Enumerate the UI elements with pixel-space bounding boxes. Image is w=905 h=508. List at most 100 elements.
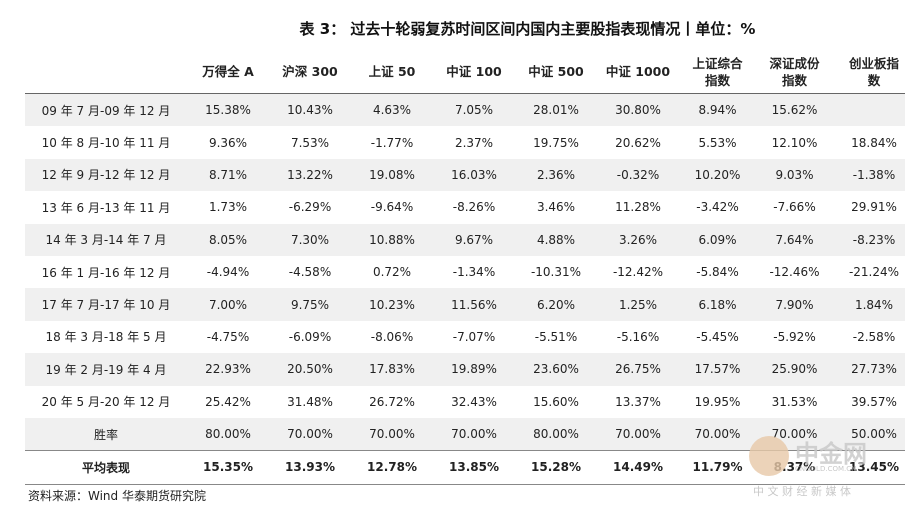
cell: 7.00% — [187, 288, 269, 321]
cell: 70.00% — [269, 417, 351, 451]
cell: 13.22% — [269, 158, 351, 192]
cell: 25.90% — [756, 353, 833, 386]
cell: 8.71% — [187, 158, 269, 192]
cell: 6.20% — [515, 288, 597, 321]
cell: 29.91% — [851, 200, 897, 215]
table-row: 10 年 8 月-10 年 11 月 9.36% 7.53% -1.77% 2.37% 1… — [25, 126, 905, 158]
cell: 15.60% — [533, 394, 579, 409]
cell: 6.18% — [679, 288, 756, 321]
cell: 4.88% — [515, 223, 597, 256]
cell: 19.08% — [351, 158, 433, 192]
cell: 12.78% — [351, 450, 433, 485]
cell: 13.85% — [433, 450, 515, 485]
cell: 13.93% — [269, 450, 351, 485]
cell: -5.45% — [696, 329, 739, 344]
cell: -5.92% — [773, 329, 816, 344]
cell: -8.23% — [833, 223, 905, 256]
cell: 1.84% — [833, 288, 905, 321]
cell: -2.58% — [852, 329, 896, 344]
cell: 11.28% — [615, 200, 661, 215]
table-row: 胜率 80.00% 70.00% 70.00% 70.00% 80.00% 70.00% 70… — [25, 417, 905, 451]
table-row: 19 年 2 月-19 年 4 月 22.93% 20.50% 17.83% 19.89… — [25, 353, 905, 386]
cell: -7.07% — [452, 329, 496, 344]
cell — [833, 93, 905, 127]
cell: 20.62% — [615, 135, 661, 150]
table-row: 12 年 9 月-12 年 12 月 8.71% 13.22% 19.08% 16.03… — [25, 158, 905, 192]
cell: 70.00% — [597, 417, 679, 451]
cell: 9.75% — [269, 288, 351, 321]
cell: -1.38% — [833, 158, 905, 192]
cell: 11.56% — [433, 288, 515, 321]
table-row: 17 年 7 月-17 年 10 月 7.00% 9.75% 10.23% 11.56%… — [25, 288, 905, 321]
column-header: 中证 500 — [515, 50, 597, 94]
cell: 70.00% — [433, 417, 515, 451]
watermark-logo — [749, 436, 789, 476]
cell: 0.72% — [372, 265, 412, 280]
cell: 1.73% — [208, 200, 248, 215]
cell: 25.42% — [205, 394, 251, 409]
column-header: 上证综合 指数 — [679, 50, 756, 94]
row-label: 12 年 9 月-12 年 12 月 — [25, 158, 187, 192]
cell: -12.42% — [612, 265, 664, 280]
watermark: 中金网 CNGOLD.COM.CN 中 文 财 经 新 媒 体 — [745, 432, 895, 502]
cell: 20.50% — [269, 353, 351, 386]
cell: -12.46% — [769, 265, 820, 280]
cell: 14.49% — [597, 450, 679, 485]
cell: 7.64% — [756, 223, 833, 256]
cell: 12.10% — [771, 135, 818, 150]
cell: 10.88% — [351, 223, 433, 256]
cell: -3.42% — [696, 200, 739, 215]
cell: -8.06% — [370, 329, 414, 344]
column-header: 创业板指 数 — [833, 50, 905, 94]
cell: 9.36% — [208, 135, 248, 150]
cell: 10.23% — [351, 288, 433, 321]
cell: 3.26% — [597, 223, 679, 256]
row-label: 18 年 3 月-18 年 5 月 — [45, 330, 167, 345]
cell: 19.95% — [694, 394, 741, 409]
cell: 7.30% — [269, 223, 351, 256]
column-header — [25, 50, 187, 94]
row-label: 平均表现 — [25, 450, 187, 485]
table-row: 13 年 6 月-13 年 11 月 1.73% -6.29% -9.64% -8.26… — [25, 191, 905, 223]
cell: -7.66% — [773, 200, 816, 215]
cell: 8.94% — [679, 93, 756, 127]
cell: 50.00% — [833, 417, 905, 451]
cell: 17.57% — [679, 353, 756, 386]
cell: -0.32% — [597, 158, 679, 192]
cell: -8.26% — [452, 200, 496, 215]
table-row: 20 年 5 月-20 年 12 月 25.42% 31.48% 26.72% 32.4… — [25, 386, 905, 418]
row-label: 20 年 5 月-20 年 12 月 — [41, 395, 171, 410]
cell: -10.31% — [530, 265, 582, 280]
cell: 8.05% — [187, 223, 269, 256]
cell: 80.00% — [187, 417, 269, 451]
source-note: 资料来源：Wind 华泰期货研究院 — [28, 489, 206, 503]
row-label: 09 年 7 月-09 年 12 月 — [25, 93, 187, 127]
cell: -1.34% — [452, 265, 496, 280]
table-row: 09 年 7 月-09 年 12 月 15.38% 10.43% 4.63% 7.05%… — [25, 93, 905, 127]
cell: 9.67% — [433, 223, 515, 256]
cell: 80.00% — [515, 417, 597, 451]
cell: 70.00% — [351, 417, 433, 451]
cell: 23.60% — [515, 353, 597, 386]
cell: 3.46% — [536, 200, 576, 215]
column-header: 上证 50 — [351, 50, 433, 94]
cell: 1.25% — [597, 288, 679, 321]
row-label: 16 年 1 月-16 年 12 月 — [41, 265, 171, 280]
column-header: 万得全 A — [187, 50, 269, 94]
column-header: 中证 1000 — [597, 50, 679, 94]
cell: -4.94% — [206, 265, 250, 280]
cell: 13.45% — [833, 450, 905, 485]
table-row: 平均表现 15.35% 13.93% 12.78% 13.85% 15.28% 14.49%… — [25, 450, 905, 485]
watermark-slogan: 中 文 财 经 新 媒 体 — [753, 485, 851, 498]
cell: 10.20% — [679, 158, 756, 192]
cell: -6.09% — [288, 329, 332, 344]
table-row: 16 年 1 月-16 年 12 月 -4.94% -4.58% 0.72% -1.34… — [25, 256, 905, 288]
cell: 30.80% — [597, 93, 679, 127]
cell: 11.79% — [679, 450, 756, 485]
cell: 4.63% — [351, 93, 433, 127]
cell: 32.43% — [451, 394, 497, 409]
cell: 15.38% — [187, 93, 269, 127]
cell: 6.09% — [679, 223, 756, 256]
table-title: 表 3： 过去十轮弱复苏时间区间内国内主要股指表现情况丨单位：% — [299, 20, 756, 38]
